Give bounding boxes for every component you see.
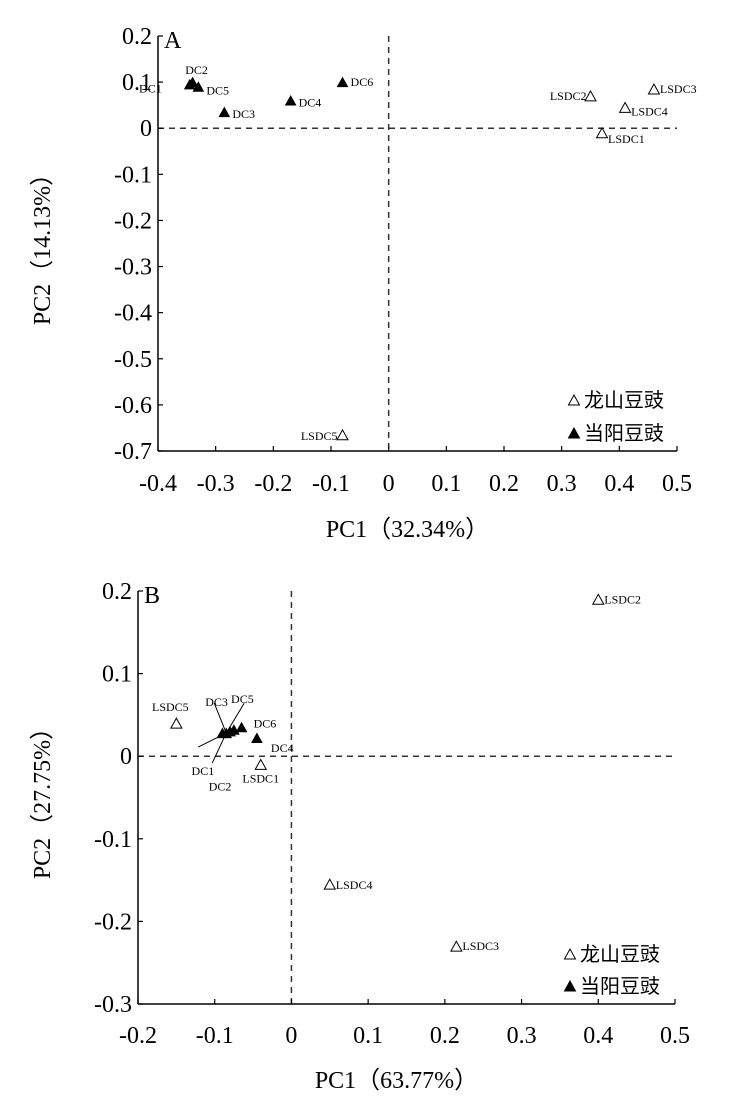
- data-point-lsdc4: [618, 101, 632, 113]
- y-tick-label: -0.7: [114, 439, 152, 465]
- data-point-dc2: [186, 76, 199, 88]
- data-point-lsdc3: [450, 940, 463, 952]
- x-tick-label: 0.5: [662, 471, 692, 497]
- point-label-dc5: DC5: [206, 84, 229, 98]
- legend-label: 龙山豆豉: [584, 388, 664, 412]
- data-point-dc6: [336, 76, 349, 88]
- data-point-lsdc5: [170, 717, 183, 729]
- y-tick-label: -0.6: [114, 393, 152, 419]
- point-label-dc1: DC1: [139, 81, 162, 95]
- y-tick-label: -0.5: [114, 347, 152, 373]
- x-tick-label: 0.3: [507, 1023, 537, 1049]
- x-axis-title: PC1（63.77%）: [315, 1068, 478, 1094]
- data-point-lsdc1: [254, 758, 268, 770]
- y-tick-label: -0.1: [114, 162, 152, 188]
- x-tick-label: -0.4: [139, 471, 177, 497]
- cluster-spoke: [213, 702, 227, 734]
- data-point-lsdc2: [591, 593, 605, 605]
- point-label-dc6: DC6: [254, 716, 277, 730]
- point-label-dc3: DC3: [232, 107, 255, 121]
- x-tick-label: -0.1: [312, 471, 350, 497]
- data-point-dc4: [284, 95, 297, 106]
- x-tick-label: 0.5: [660, 1023, 690, 1049]
- y-tick-label: 0.1: [122, 70, 152, 96]
- x-tick-label: 0.2: [430, 1023, 460, 1049]
- y-tick-label: -0.2: [94, 909, 132, 935]
- legend-marker: [567, 427, 581, 439]
- x-tick-label: -0.1: [196, 1023, 234, 1049]
- point-label-lsdc2: LSDC2: [550, 89, 587, 103]
- data-point-lsdc1: [595, 126, 609, 139]
- y-tick-label: 0.2: [122, 24, 152, 50]
- data-point-lsdc3: [647, 83, 661, 95]
- x-tick-label: 0.2: [489, 471, 519, 497]
- point-label-dc3: DC3: [205, 695, 228, 709]
- data-point-lsdc4: [323, 878, 337, 890]
- point-label-lsdc3: LSDC3: [462, 939, 499, 953]
- point-label-dc2: DC2: [209, 779, 232, 793]
- point-label-lsdc1: LSDC1: [608, 132, 645, 146]
- panel-label: B: [144, 583, 160, 609]
- point-label-dc2: DC2: [185, 63, 208, 77]
- y-tick-label: -0.3: [114, 255, 152, 281]
- point-label-dc4: DC4: [299, 96, 322, 110]
- point-label-lsdc5: LSDC5: [152, 700, 189, 714]
- y-axis-title: PC2（14.13%）: [30, 162, 56, 325]
- legend-marker: [563, 980, 577, 992]
- data-point-dc5: [192, 81, 205, 92]
- data-point-lsdc5: [336, 428, 349, 441]
- point-label-lsdc2: LSDC2: [604, 592, 641, 606]
- panel-label: A: [164, 28, 182, 54]
- x-tick-label: -0.2: [254, 471, 292, 497]
- y-axis-title: PC2（27.75%）: [30, 716, 56, 879]
- x-tick-label: 0.4: [604, 471, 634, 497]
- x-axis-title: PC1（32.34%）: [326, 517, 489, 543]
- point-label-dc1: DC1: [192, 764, 215, 778]
- point-label-dc5: DC5: [231, 692, 254, 706]
- point-label-lsdc3: LSDC3: [660, 82, 697, 96]
- x-tick-label: 0.1: [353, 1023, 383, 1049]
- data-point-dc5: [216, 727, 229, 739]
- x-tick-label: 0: [383, 471, 395, 497]
- y-tick-label: -0.2: [114, 208, 152, 234]
- legend-label: 当阳豆豉: [580, 974, 660, 998]
- data-point-lsdc2: [584, 89, 597, 102]
- panel-b-plot: 0.2 0.1 0 -0.1 -0.2 -0.3 -0.2 -0.1 0 0.1 0.2 0.3 0.4…: [30, 579, 690, 1094]
- y-tick-label: 0: [120, 744, 132, 770]
- legend-marker: [563, 948, 577, 960]
- x-tick-label: -0.2: [119, 1023, 157, 1049]
- point-label-lsdc4: LSDC4: [631, 104, 668, 118]
- y-tick-label: 0: [140, 116, 152, 142]
- y-tick-label: 0.1: [102, 662, 132, 688]
- data-point-dc4: [251, 732, 263, 744]
- y-tick-label: -0.1: [94, 827, 132, 853]
- data-point-dc6: [235, 721, 248, 733]
- point-label-lsdc4: LSDC4: [336, 878, 373, 892]
- point-label-lsdc1: LSDC1: [242, 771, 279, 785]
- x-tick-label: -0.3: [197, 471, 235, 497]
- legend-label: 当阳豆豉: [584, 421, 664, 445]
- point-label-dc4: DC4: [271, 741, 294, 755]
- x-tick-label: 0.4: [583, 1023, 613, 1049]
- y-tick-label: -0.4: [114, 301, 152, 327]
- y-tick-label: 0.2: [102, 579, 132, 605]
- panel-a-plot: 0.20.10-0.1-0.2-0.3-0.4-0.5-0.6-0.7-0.4-…: [30, 24, 697, 543]
- x-tick-label: 0.1: [431, 471, 461, 497]
- data-point-dc3: [218, 106, 231, 118]
- point-label-lsdc5: LSDC5: [301, 429, 338, 443]
- y-tick-label: -0.3: [94, 992, 132, 1018]
- x-tick-label: 0.3: [547, 471, 577, 497]
- legend-marker: [567, 394, 581, 406]
- point-label-dc6: DC6: [351, 75, 374, 89]
- legend-label: 龙山豆豉: [580, 942, 660, 966]
- x-tick-label: 0: [285, 1023, 297, 1049]
